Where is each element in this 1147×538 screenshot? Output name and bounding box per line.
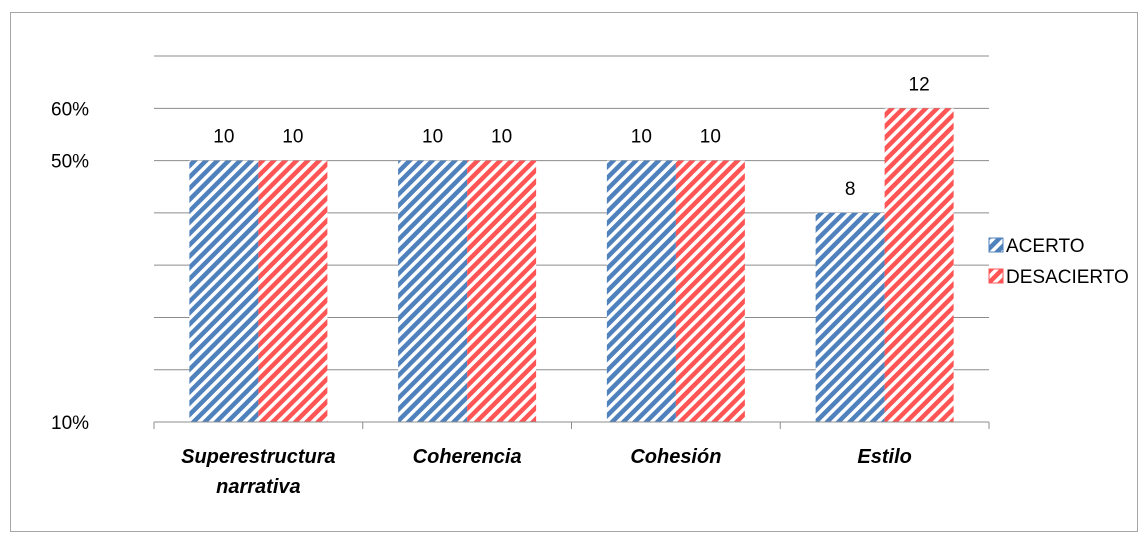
legend-label-desacierto: DESACIERTO — [1006, 267, 1129, 288]
bar-desacierto — [467, 160, 537, 422]
chart-frame: 10 10 10 10 10 10 8 12 Superestructura narrativa C… — [10, 12, 1138, 532]
bar-desacierto — [258, 160, 328, 422]
bar-chart: 10 10 10 10 10 10 8 12 Superestructura narrativa C… — [51, 55, 1129, 498]
data-label: 10 — [631, 127, 652, 148]
legend-swatch-desacierto — [988, 268, 1004, 284]
legend-label-acerto: ACERTO — [1006, 236, 1085, 257]
bar-acerto — [606, 160, 676, 422]
y-tick-label: 10% — [51, 413, 89, 434]
data-label: 12 — [909, 74, 930, 95]
bar-acerto — [815, 212, 885, 422]
bar-desacierto — [884, 108, 954, 422]
y-tick-label: 60% — [51, 99, 89, 120]
legend-swatch-acerto — [988, 237, 1004, 253]
category-label: Estilo — [857, 446, 911, 468]
data-label: 10 — [422, 127, 443, 148]
data-label: 8 — [845, 179, 856, 200]
bar-desacierto — [675, 160, 745, 422]
category-label: Coherencia — [413, 446, 522, 468]
bar-acerto — [189, 160, 259, 422]
y-tick-label: 50% — [51, 152, 89, 173]
data-label: 10 — [213, 127, 234, 148]
data-label: 10 — [282, 127, 303, 148]
category-label: Superestructura — [181, 446, 336, 468]
data-label: 10 — [491, 127, 512, 148]
data-label: 10 — [700, 127, 721, 148]
category-label: Cohesión — [630, 446, 721, 468]
category-label: narrativa — [216, 476, 301, 498]
bar-acerto — [398, 160, 468, 422]
